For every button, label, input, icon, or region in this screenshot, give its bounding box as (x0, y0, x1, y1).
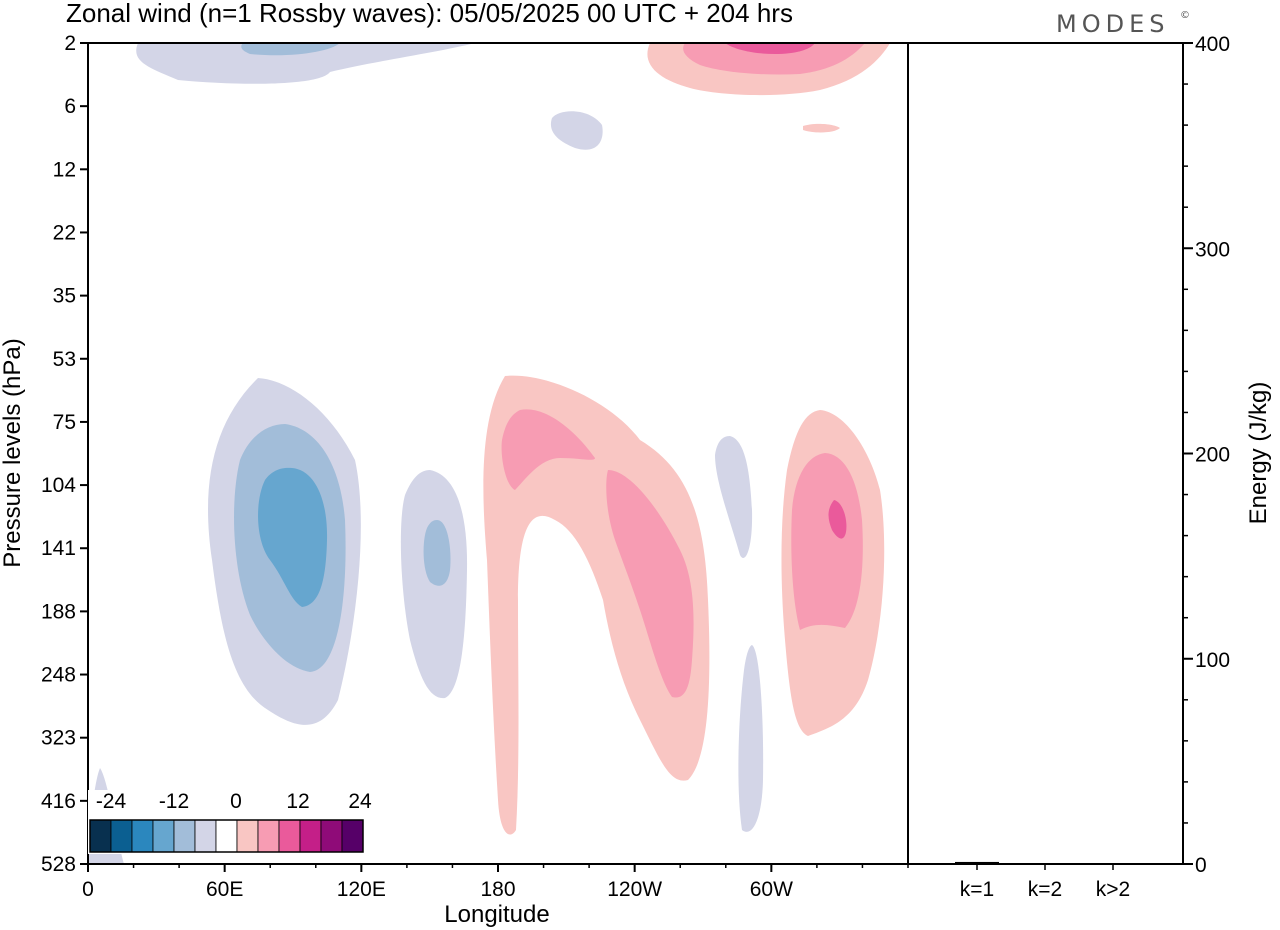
contour-fill-pos-8 (791, 453, 863, 630)
colorbar-swatch (215, 819, 238, 853)
colorbar-swatch (89, 819, 112, 853)
contour-fill-neg-4 (136, 43, 476, 84)
contour-fill-pos-4 (483, 375, 710, 835)
colorbar-swatch (320, 819, 343, 853)
y-tick-label: 2 (64, 32, 76, 55)
y-tick-label: 6 (64, 95, 76, 118)
colorbar-label: 0 (230, 790, 242, 813)
y-tick-label: 528 (41, 853, 76, 876)
pressure-axis-ticks: 2 6 12 22 35 53 75 104 141 188 248 323 416 528 (41, 32, 88, 876)
colorbar-swatch (278, 819, 301, 853)
y-tick-label: 248 (41, 664, 76, 687)
colorbar-swatch (299, 819, 322, 853)
colorbar-label: -24 (96, 790, 127, 813)
x-tick-label: 120E (337, 878, 386, 901)
y-tick-label: 75 (53, 411, 76, 434)
x-tick-label: 0 (82, 878, 94, 901)
chart-title: Zonal wind (n=1 Rossby waves): 05/05/202… (66, 0, 793, 28)
y-tick-label: 104 (41, 474, 76, 497)
energy-tick-label: 200 (1195, 444, 1230, 467)
colorbar-label: -12 (159, 790, 189, 813)
y-tick-label: 22 (53, 221, 76, 244)
colorbar: -24 -12 0 12 24 (88, 790, 372, 854)
x-tick-label: 120W (607, 878, 662, 901)
energy-panel: k=1 k=2 k>2 0 100 200 300 400 (907, 33, 1230, 901)
colorbar-swatch (257, 819, 280, 853)
y-tick-label: 141 (41, 537, 76, 560)
contour-fill-pos-4 (803, 123, 840, 133)
energy-bars: k=1 k=2 k>2 (955, 861, 1135, 901)
energy-category-label: k=1 (960, 878, 994, 901)
colorbar-swatch (194, 819, 217, 853)
contour-fill-pos-8 (606, 470, 694, 698)
y-tick-label: 323 (41, 727, 76, 750)
contour-fill-neg-4 (715, 436, 753, 558)
y-axis-label: Pressure levels (hPa) (0, 338, 26, 567)
colorbar-swatch (236, 819, 259, 853)
contour-fill-neg-8 (241, 43, 340, 56)
contour-fill-pos-12 (725, 43, 815, 54)
energy-bar (1023, 863, 1067, 865)
energy-bar (1091, 863, 1135, 865)
energy-category-label: k>2 (1096, 878, 1130, 901)
energy-axis-ticks: 0 100 200 300 400 (1183, 33, 1230, 877)
contour-fill-neg-4 (550, 111, 603, 150)
x-tick-label: 60W (750, 878, 793, 901)
colorbar-label: 24 (348, 790, 372, 813)
contour-fill-pos-16 (828, 500, 847, 539)
y-tick-label: 35 (53, 285, 76, 308)
x-tick-label: 180 (480, 878, 515, 901)
y-tick-label: 188 (41, 600, 76, 623)
y-tick-label: 12 (53, 158, 76, 181)
energy-tick-label: 0 (1195, 854, 1207, 877)
x-tick-label: 60E (206, 878, 243, 901)
energy-category-label: k=2 (1028, 878, 1062, 901)
colorbar-swatch (341, 819, 364, 853)
brand-logo: MODES (1056, 10, 1169, 38)
longitude-axis-ticks: 0 60E 120E 180 120W 60W (82, 864, 909, 901)
energy-tick-label: 300 (1195, 238, 1230, 261)
energy-tick-label: 100 (1195, 649, 1230, 672)
energy-bar (955, 861, 999, 864)
energy-tick-label: 400 (1195, 33, 1230, 56)
y-tick-label: 416 (41, 790, 76, 813)
colorbar-swatch (173, 819, 196, 853)
contour-fill-neg-8 (423, 520, 451, 586)
contour-fill-neg-12 (258, 467, 328, 607)
energy-frame (907, 42, 1184, 865)
colorbar-frame (89, 819, 364, 853)
colorbar-swatch (152, 819, 175, 853)
y-tick-label: 53 (53, 348, 76, 371)
colorbar-label: 12 (286, 790, 309, 813)
energy-axis-label: Energy (J/kg) (1245, 382, 1272, 525)
brand-copyright-mark: © (1180, 10, 1190, 21)
contour-fill-pos-8 (501, 409, 595, 490)
colorbar-swatch (131, 819, 154, 853)
colorbar-swatch (110, 819, 133, 853)
contour-fill-pos-8 (683, 43, 865, 75)
x-axis-label: Longitude (444, 901, 549, 928)
contour-fill-neg-4 (738, 645, 764, 832)
contour-plot: 2 6 12 22 35 53 75 104 141 188 248 323 416 528 0 60E 12… (41, 32, 909, 901)
